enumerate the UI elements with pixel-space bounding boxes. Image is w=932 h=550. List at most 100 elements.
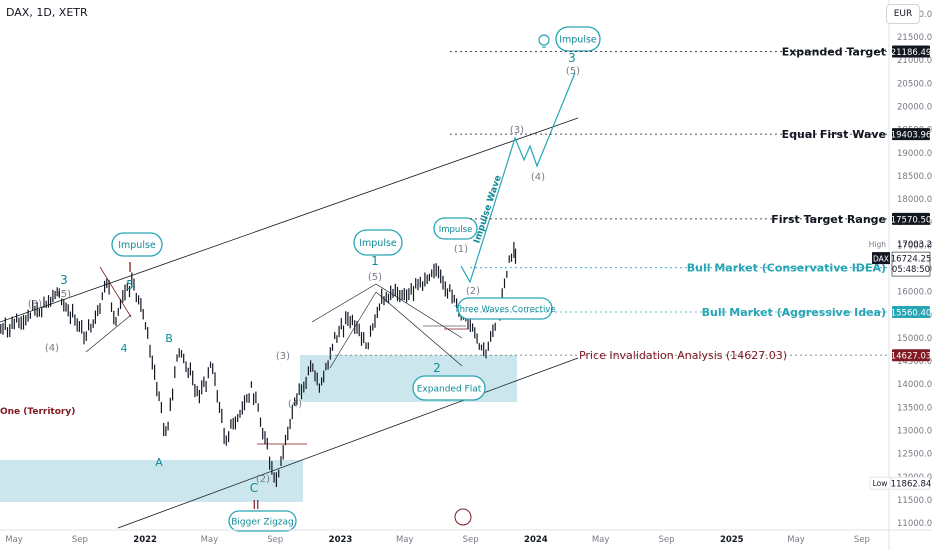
price-tick-label: 18000.00 — [897, 195, 932, 205]
level-label-0: Expanded Target — [782, 46, 886, 59]
time-tick-label: Sep — [72, 535, 88, 545]
price-badge-4-bg — [892, 306, 930, 318]
high-value: 17003.28 — [897, 240, 932, 250]
wave-5-minor: 5 — [126, 278, 134, 292]
wave-C: C — [250, 481, 258, 495]
wedge-line-2 — [85, 314, 132, 353]
price-tick-label: 14500.00 — [897, 357, 932, 367]
expanded-flat-box: Expanded Flat — [417, 385, 482, 395]
flat-line-2 — [375, 283, 463, 339]
level-label-4: Bull Market (Aggressive Idea) — [702, 306, 886, 319]
time-tick-label: May — [787, 535, 805, 545]
territory-label: One (Territory) — [0, 407, 75, 417]
wave-II: II — [252, 498, 259, 512]
three-waves-box: Three Waves Corrective — [453, 305, 555, 315]
price-badge-0-bg — [892, 45, 930, 58]
target-lines: Expanded Target Equal First Wave First Tar… — [330, 46, 888, 362]
time-tick-label: 2025 — [720, 535, 744, 545]
expanded-flat-box-bubble — [412, 375, 486, 401]
impulse-box-4-bubble — [555, 26, 601, 52]
subwave-label-10: (4) — [531, 172, 545, 183]
time-tick-label: May — [201, 535, 219, 545]
symbol-title: DAX, 1D, XETR — [6, 6, 88, 19]
impulse-box-2: Impulse — [359, 238, 397, 249]
time-tick-label: 2022 — [133, 535, 157, 545]
time-tick-label: May — [5, 535, 23, 545]
price-badge-2-bg — [892, 212, 930, 225]
flat-line-3 — [329, 291, 377, 369]
three-waves-box-bubble — [457, 297, 553, 320]
price-tick-label: 16000.00 — [897, 288, 932, 298]
wave-3: 3 — [568, 51, 576, 65]
subwave-label-1: (5) — [57, 289, 71, 300]
high-label: High — [869, 240, 886, 249]
wave-projection — [460, 72, 576, 284]
wave-1: 1 — [371, 254, 379, 268]
impulse-wave-label: Impulse Wave — [472, 174, 503, 245]
time-tick-label: May — [396, 535, 414, 545]
impulse-box-4: Impulse — [559, 35, 597, 46]
price-tick-label: 15000.00 — [897, 334, 932, 344]
symbol-badge-bg — [872, 252, 890, 265]
subwave-label-2: (4) — [45, 343, 59, 354]
price-tick-label: 13000.00 — [897, 426, 932, 436]
last-price-bg — [891, 251, 931, 277]
price-tick-label: 21500.00 — [897, 33, 932, 43]
price-tick-label: 17000.00 — [897, 241, 932, 251]
wave-labels: Impulse Impulse Impulse Impulse Three Waves … — [0, 26, 601, 532]
price-tick-label: 19000.00 — [897, 149, 932, 159]
low-value: 11862.84 — [891, 480, 932, 490]
price-badge-1: 19403.96 — [891, 131, 932, 141]
impulse-box-3: Impulse — [439, 225, 473, 235]
price-tick-label: 11000.00 — [897, 519, 932, 529]
low-value-bg — [891, 476, 931, 490]
impulse-box-2-bubble — [353, 229, 403, 256]
impulse-box-1-bubble — [111, 232, 163, 257]
subwave-label-3: (5) — [368, 272, 382, 283]
time-tick-label: Sep — [658, 535, 674, 545]
subwave-label-5: (4) — [288, 399, 302, 410]
support-zone-left — [0, 460, 303, 502]
time-tick-label: Sep — [463, 535, 479, 545]
wave-3-minor: 3 — [60, 273, 68, 287]
time-tick-label: Sep — [854, 535, 870, 545]
wave-A: A — [155, 456, 163, 469]
price-tick-label: 20000.00 — [897, 102, 932, 112]
price-tick-label: 18500.00 — [897, 172, 932, 182]
bigger-zigzag-box: Bigger Zigzag — [231, 518, 294, 528]
price-badge-2: 17570.50 — [891, 215, 932, 225]
level-label-1: Equal First Wave — [782, 128, 886, 141]
upper-channel-line — [0, 117, 579, 323]
low-label-bg — [869, 476, 891, 490]
logo-icon — [454, 508, 472, 526]
price-badge-1-bg — [892, 128, 930, 141]
price-axis[interactable]: 11000.0011500.0012000.0012500.0013000.00… — [869, 0, 932, 550]
price-tick-label: 20500.00 — [897, 79, 932, 89]
time-tick-label: Sep — [267, 535, 283, 545]
price-badge-4: 15560.40 — [891, 308, 932, 318]
time-tick-label: 2023 — [329, 535, 353, 545]
level-label-3: Bull Market (Conservative IDEA) — [687, 262, 886, 275]
subwave-label-7: (1) — [454, 244, 468, 255]
price-badge-5-bg — [892, 349, 930, 362]
support-zone-mid — [300, 355, 517, 402]
flat-line-4 — [375, 291, 463, 367]
bigger-zigzag-box-bubble — [228, 510, 297, 532]
level-label-2: First Target Range — [771, 213, 886, 226]
projection-path — [460, 72, 576, 284]
subwave-label-0: (3) — [28, 299, 42, 310]
lower-channel-line — [117, 357, 579, 529]
price-badge-0: 21186.49 — [891, 48, 932, 58]
lightbulb-icon — [538, 34, 550, 46]
time-axis[interactable]: May Sep 2022 May Sep 2023 May Sep 2024 May Sep 2025… — [0, 529, 932, 545]
subwave-label-8: (2) — [466, 286, 480, 297]
impulse-box-3-bubble — [433, 217, 478, 240]
flat-line-1 — [311, 283, 377, 323]
currency-button[interactable]: EUR — [886, 4, 920, 24]
price-tick-label: 11500.00 — [897, 496, 932, 506]
subwave-label-11: (5) — [566, 66, 580, 77]
subwave-label-6: (2) — [256, 474, 270, 485]
bar-countdown: 05:48:50 — [892, 265, 930, 275]
impulse-box-1: Impulse — [118, 240, 156, 251]
